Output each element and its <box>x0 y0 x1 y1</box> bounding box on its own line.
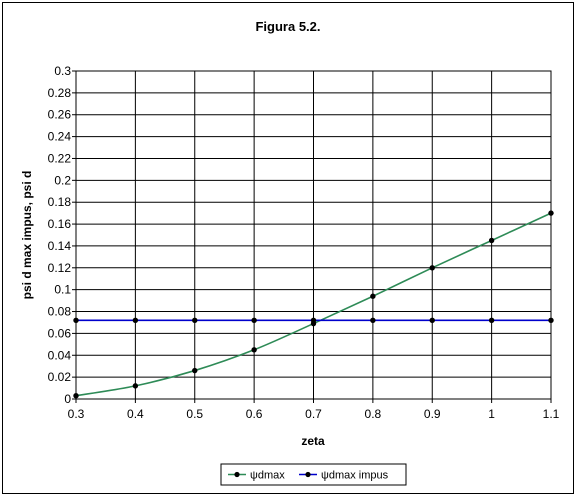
y-tick-label: 0.16 <box>48 217 72 231</box>
data-point-series-2 <box>132 317 139 323</box>
x-tick-label: 0.3 <box>68 407 85 421</box>
x-axis-title: zeta <box>301 434 325 448</box>
y-tick-label: 0.04 <box>48 348 72 362</box>
data-point-series-2 <box>429 317 435 323</box>
data-point-series-2 <box>251 317 257 323</box>
data-point-series-1 <box>370 293 376 299</box>
data-point-series-2 <box>73 317 79 323</box>
x-tick-label: 0.9 <box>424 407 441 421</box>
y-tick-label: 0.08 <box>48 305 72 319</box>
data-point-series-1 <box>73 393 79 399</box>
data-point-series-1 <box>488 237 495 244</box>
x-tick-label: 0.5 <box>186 407 203 421</box>
data-point-series-2 <box>370 317 376 323</box>
y-tick-label: 0.12 <box>48 261 72 275</box>
y-tick-label: 0.06 <box>48 326 72 340</box>
y-tick-label: 0.18 <box>48 195 72 209</box>
legend-marker-series-1 <box>234 471 240 478</box>
data-point-series-1 <box>251 347 257 353</box>
data-point-series-1 <box>429 265 435 271</box>
x-axis-tick-labels: 0.3 0.4 0.5 0.6 0.7 0.8 0.9 1 1.1 <box>68 407 560 421</box>
y-tick-label: 0.28 <box>48 86 72 100</box>
y-axis-tick-labels: 0 0.02 0.04 0.06 0.08 0.1 0.12 0.14 0.16 0.18 0.2 0… <box>48 64 72 406</box>
y-tick-label: 0.2 <box>54 173 71 187</box>
x-tick-label: 0.4 <box>127 407 144 421</box>
legend-marker-series-2 <box>305 471 311 478</box>
y-tick-label: 0.24 <box>48 130 72 144</box>
data-point-series-2 <box>488 317 495 323</box>
y-tick-label: 0.26 <box>48 108 72 122</box>
data-point-series-2 <box>192 317 198 323</box>
chart-title: Figura 5.2. <box>255 19 320 34</box>
x-tick-label: 1.1 <box>543 407 560 421</box>
x-tick-label: 1 <box>488 407 495 421</box>
data-point-series-2 <box>310 317 317 323</box>
y-tick-label: 0.02 <box>48 370 72 384</box>
data-point-series-1 <box>192 367 198 374</box>
gridlines <box>72 70 552 403</box>
legend-label-series-1: ψdmax <box>250 470 285 482</box>
y-axis-title: psi d max impus, psi d <box>20 171 34 300</box>
data-point-series-2 <box>548 317 554 323</box>
legend: ψdmax ψdmax impus <box>220 463 407 486</box>
y-tick-label: 0.14 <box>48 239 72 253</box>
x-tick-label: 0.8 <box>365 407 382 421</box>
series-layer <box>73 210 554 399</box>
x-tick-label: 0.7 <box>305 407 322 421</box>
x-tick-label: 0.6 <box>246 407 263 421</box>
y-tick-label: 0.22 <box>48 151 72 165</box>
data-point-series-1 <box>548 210 554 216</box>
y-tick-label: 0.3 <box>54 64 71 78</box>
series-line-1 <box>75 212 552 397</box>
data-point-series-1 <box>132 383 139 389</box>
y-tick-label: 0 <box>64 392 71 406</box>
y-tick-label: 0.1 <box>54 283 71 297</box>
legend-label-series-2: ψdmax impus <box>321 470 389 482</box>
